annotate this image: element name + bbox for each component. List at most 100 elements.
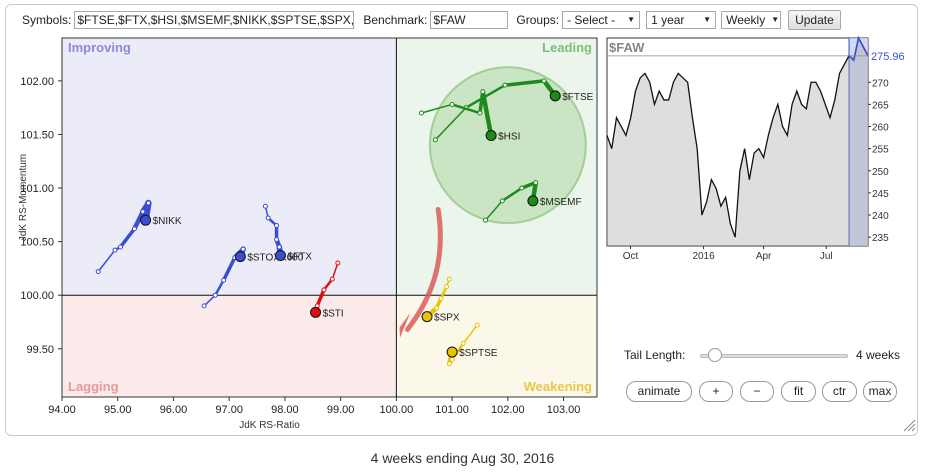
series-label: $FTX	[287, 252, 312, 263]
tail-point	[477, 110, 483, 116]
head-point	[140, 214, 152, 226]
tail-point	[449, 101, 455, 107]
mini-y-tick-label: 270	[872, 78, 889, 89]
tail-point	[201, 303, 207, 309]
x-tick-label: 100.00	[380, 404, 414, 416]
benchmark-input[interactable]: $FAW	[430, 11, 509, 29]
series-label: $HSI	[498, 132, 520, 143]
symbols-input[interactable]: $FTSE,$FTX,$HSI,$MSEMF,$NIKK,$SPTSE,$SPX…	[74, 11, 355, 29]
rrg-chart[interactable]: Improving Leading Lagging Weakening 94.00 95.…	[0, 0, 925, 440]
toolbar: Symbols: $FTSE,$FTX,$HSI,$MSEMF,$NIKK,$S…	[22, 10, 841, 30]
tail-segment	[501, 186, 524, 203]
mini-y-tick-label: 260	[872, 123, 889, 134]
benchmark-price-chart: 275.96 $FAW 235 240 245 250 255 260 265 270 Oct 201…	[606, 35, 905, 262]
last-value-label: 275.96	[871, 51, 905, 63]
head-point	[549, 90, 561, 102]
x-tick-label: 102.00	[491, 404, 525, 416]
groups-select-value: - Select -	[567, 13, 616, 27]
y-tick-label: 102.00	[20, 76, 54, 88]
price-area	[607, 38, 868, 246]
chevron-down-icon: ▼	[627, 15, 636, 24]
x-tick-label: 94.00	[48, 404, 76, 416]
mini-y-tick-label: 240	[872, 211, 889, 222]
period-select-value: 1 year	[651, 13, 685, 27]
center-button[interactable]: ctr	[822, 381, 857, 402]
quadrant-label-lagging: Lagging	[68, 379, 119, 394]
fit-button[interactable]: fit	[781, 381, 816, 402]
tail-segment	[203, 294, 217, 307]
tail-segment	[503, 79, 546, 87]
tail-point	[274, 223, 280, 229]
resize-handle-icon[interactable]	[902, 418, 916, 432]
tail-point	[483, 217, 489, 223]
tail-point	[265, 215, 271, 221]
tail-point	[499, 198, 505, 204]
update-button[interactable]: Update	[788, 10, 841, 30]
y-axis-label: JdK RS-Momentum	[18, 154, 29, 241]
tail-segment	[132, 209, 146, 232]
tail-point	[438, 295, 444, 301]
x-tick-label: 101.00	[435, 404, 469, 416]
series-label: $SPX	[434, 313, 460, 324]
mini-x-tick-label: 2016	[692, 251, 715, 262]
y-tick-label: 100.50	[20, 237, 54, 249]
chevron-down-icon: ▼	[703, 15, 712, 24]
mini-x-tick-label: Oct	[623, 251, 639, 262]
mini-y-tick-label: 250	[872, 167, 889, 178]
tail-window-highlight	[849, 38, 868, 246]
tail-point	[533, 180, 539, 186]
tail-segment	[118, 227, 137, 249]
tail-point	[240, 246, 246, 252]
quadrant-leading	[396, 38, 597, 296]
tail-point	[212, 292, 218, 298]
tail-length-value: 4 weeks	[856, 348, 901, 362]
zoom-in-button[interactable]: +	[699, 381, 733, 402]
tail-point	[446, 276, 452, 282]
x-tick-label: 97.00	[215, 404, 243, 416]
period-select[interactable]: 1 year ▼	[646, 11, 717, 29]
y-tick-label: 101.50	[20, 129, 54, 141]
x-axis-label: JdK RS-Ratio	[239, 420, 300, 431]
head-point	[310, 306, 322, 318]
max-button[interactable]: max	[863, 381, 897, 402]
tail-length-slider-handle[interactable]	[708, 348, 722, 362]
frequency-select-value: Weekly	[726, 13, 766, 27]
tail-point	[140, 209, 146, 215]
series-label: $MSEMF	[540, 197, 582, 208]
tail-point	[474, 322, 480, 328]
head-point	[527, 195, 539, 207]
price-line-recent	[848, 35, 869, 62]
plot-border	[61, 37, 598, 398]
tail-segment	[462, 324, 478, 345]
y-tick-label: 100.00	[20, 290, 54, 302]
tail-point	[145, 200, 151, 206]
zoom-out-button[interactable]: −	[740, 381, 774, 402]
tail-length-slider[interactable]	[700, 354, 848, 358]
tail-segment	[214, 278, 225, 297]
tail-point	[329, 276, 335, 282]
tail-segment	[434, 106, 467, 141]
x-tick-label: 95.00	[104, 404, 132, 416]
price-line	[606, 36, 869, 238]
mini-y-tick-label: 265	[872, 100, 889, 111]
groups-select[interactable]: - Select - ▼	[562, 11, 641, 29]
tail-segment	[97, 249, 116, 273]
x-tick-label: 99.00	[327, 404, 355, 416]
head-point	[421, 311, 433, 323]
tail-point	[112, 247, 118, 253]
series-label: $NIKK	[153, 216, 182, 227]
series-label: $STI	[323, 308, 344, 319]
tail-point	[262, 203, 268, 209]
tail-point	[118, 244, 124, 250]
tail-segment	[331, 262, 339, 280]
animate-button[interactable]: animate	[626, 381, 692, 402]
quadrant-label-leading: Leading	[542, 40, 592, 55]
tail-segment	[315, 288, 326, 308]
mini-x-tick-label: Jul	[820, 251, 833, 262]
frequency-select[interactable]: Weekly ▼	[721, 11, 782, 29]
y-tick-label: 99.50	[26, 344, 54, 356]
tail-point	[460, 340, 466, 346]
x-tick-label: 103.00	[547, 404, 581, 416]
tail-point	[221, 277, 227, 283]
symbols-label: Symbols:	[22, 13, 72, 27]
